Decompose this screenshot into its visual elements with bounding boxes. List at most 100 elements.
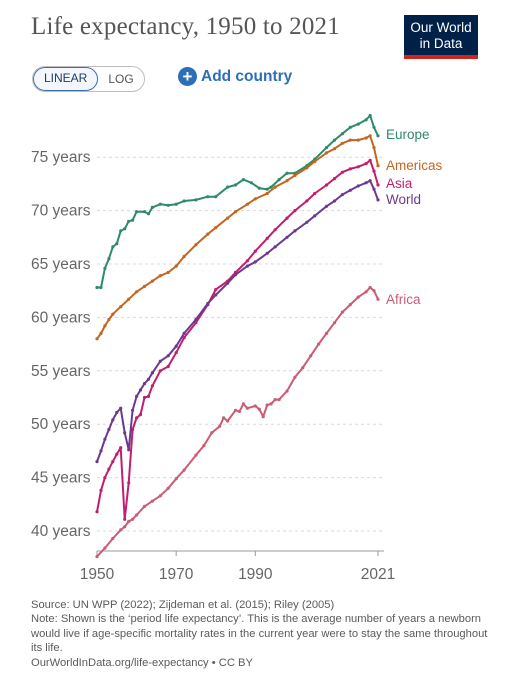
y-tick-label: 50 years xyxy=(31,416,91,433)
data-point-world xyxy=(364,181,368,185)
data-point-asia xyxy=(285,216,289,220)
data-point-africa xyxy=(233,408,238,412)
data-point-asia xyxy=(131,427,135,432)
data-point-world xyxy=(158,359,162,363)
data-point-africa xyxy=(237,409,242,413)
data-point-world xyxy=(372,187,376,191)
data-point-world xyxy=(123,431,127,435)
data-point-americas xyxy=(166,270,170,275)
data-point-europe xyxy=(99,285,103,290)
note-text: Note: Shown is the ‘period life expectan… xyxy=(31,613,488,655)
y-tick-label: 65 years xyxy=(31,256,91,273)
data-point-africa xyxy=(182,468,186,472)
series-label-africa: Africa xyxy=(386,292,421,307)
data-point-americas xyxy=(174,264,178,268)
data-point-americas xyxy=(305,166,309,170)
data-point-europe xyxy=(127,219,131,223)
data-point-asia xyxy=(135,416,139,420)
log-scale-button[interactable]: LOG xyxy=(108,72,134,86)
data-point-europe xyxy=(115,242,119,246)
data-point-europe xyxy=(376,134,380,138)
x-tick-label: 1990 xyxy=(238,566,273,583)
data-point-asia xyxy=(123,517,127,521)
data-point-africa xyxy=(150,499,154,503)
data-point-americas xyxy=(95,337,99,341)
logo-line-1: Our World xyxy=(410,20,472,35)
data-point-asia xyxy=(293,209,297,213)
data-point-world xyxy=(253,260,257,264)
data-point-asia xyxy=(340,170,344,174)
data-point-asia xyxy=(166,364,170,369)
data-point-asia xyxy=(99,488,103,492)
data-point-americas xyxy=(253,197,257,201)
data-point-americas xyxy=(313,159,317,164)
data-point-africa xyxy=(222,416,226,420)
y-tick-label: 55 years xyxy=(31,363,91,380)
data-point-europe xyxy=(324,146,329,150)
data-point-africa xyxy=(166,486,170,490)
data-point-americas xyxy=(119,305,123,309)
data-point-world xyxy=(324,204,329,208)
data-point-world xyxy=(103,437,107,441)
linear-scale-button[interactable]: LINEAR xyxy=(33,67,99,91)
data-point-europe xyxy=(241,178,245,182)
x-tick-label: 1970 xyxy=(159,566,194,583)
footer-link[interactable]: OurWorldInData.org/life-expectancy • CC … xyxy=(31,656,253,669)
data-point-europe xyxy=(103,266,107,270)
data-point-africa xyxy=(226,419,230,423)
data-point-asia xyxy=(158,369,162,373)
data-point-world xyxy=(265,251,269,255)
logo-accent-bar xyxy=(404,55,478,59)
data-point-world xyxy=(111,418,115,422)
data-point-africa xyxy=(202,444,206,448)
y-tick-label: 75 years xyxy=(31,149,91,166)
data-point-world xyxy=(293,229,297,233)
data-point-asia xyxy=(107,467,111,471)
data-point-europe xyxy=(233,183,238,187)
data-point-europe xyxy=(142,210,147,214)
series-line-africa xyxy=(96,286,379,558)
data-point-americas xyxy=(99,331,103,335)
series-label-asia: Asia xyxy=(386,176,413,191)
data-point-americas xyxy=(340,141,344,145)
data-point-africa xyxy=(372,289,376,293)
data-point-asia xyxy=(332,177,337,181)
data-point-americas xyxy=(372,146,376,150)
data-point-americas xyxy=(158,274,162,278)
data-point-africa xyxy=(340,310,344,314)
data-point-europe xyxy=(368,113,372,118)
data-point-americas xyxy=(273,185,277,189)
data-point-world xyxy=(150,371,154,375)
data-point-world xyxy=(214,293,218,297)
data-point-africa xyxy=(142,504,147,508)
data-point-europe xyxy=(277,178,281,182)
line-chart: 40 years 45 years 50 years 55 years 60 years… xyxy=(31,113,443,583)
data-point-africa xyxy=(210,431,214,435)
data-point-asia xyxy=(103,476,107,480)
data-point-africa xyxy=(95,555,99,559)
data-point-asia xyxy=(364,162,368,166)
data-point-americas xyxy=(233,210,238,214)
data-point-europe xyxy=(119,229,123,233)
data-point-world xyxy=(115,410,119,415)
data-point-europe xyxy=(332,138,337,142)
data-point-americas xyxy=(135,290,139,294)
data-point-world xyxy=(368,179,372,183)
data-point-asia xyxy=(142,395,147,400)
data-point-world xyxy=(142,382,147,386)
data-point-europe xyxy=(150,205,154,209)
data-point-asia xyxy=(150,384,154,388)
data-point-africa xyxy=(293,375,297,379)
data-point-americas xyxy=(324,151,329,155)
data-point-asia xyxy=(324,183,329,187)
data-point-europe xyxy=(135,210,139,214)
add-country-button[interactable]: + Add country xyxy=(178,67,292,86)
data-point-africa xyxy=(111,536,115,541)
data-point-world xyxy=(305,220,309,224)
series-line-americas xyxy=(96,134,379,340)
data-point-europe xyxy=(364,118,368,122)
series-line-asia xyxy=(96,159,379,521)
data-point-asia xyxy=(95,510,99,514)
owid-logo[interactable]: Our World in Data xyxy=(404,15,478,59)
data-point-world xyxy=(348,188,352,192)
